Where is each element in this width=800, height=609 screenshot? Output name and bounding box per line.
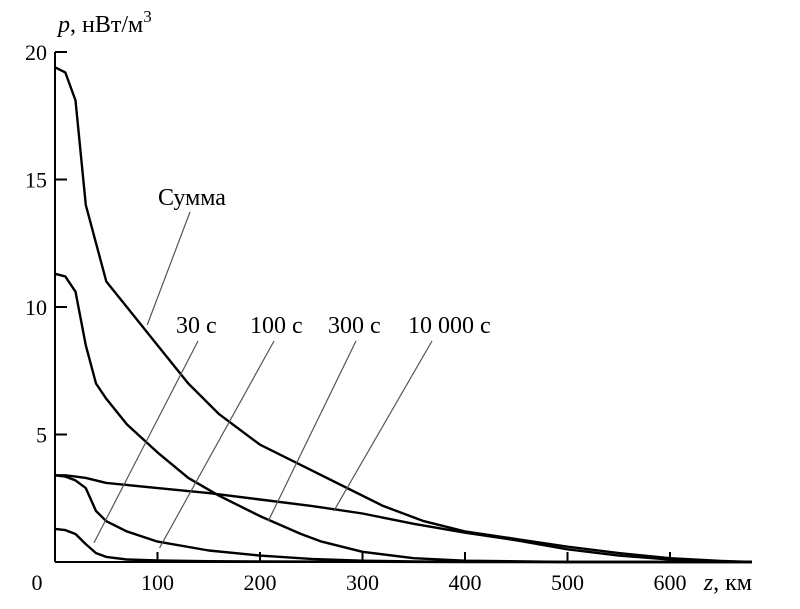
axes bbox=[54, 52, 752, 563]
y-tick-label: 20 bbox=[25, 40, 47, 65]
y-axis-unit: , нВт/м bbox=[70, 12, 143, 38]
y-axis-var: p bbox=[56, 12, 70, 38]
curve-label: Сумма bbox=[158, 185, 226, 211]
y-axis-unit-sup: 3 bbox=[143, 7, 152, 26]
x-tick-label: 100 bbox=[141, 570, 174, 595]
x-axis-unit: , км bbox=[713, 570, 752, 596]
label-leader-line bbox=[159, 340, 275, 549]
curve-label: 10 000 с bbox=[408, 313, 491, 339]
curve-labels: Сумма 30 с 100 с 300 с 10 000 с bbox=[93, 185, 491, 549]
x-tick-label: 400 bbox=[449, 570, 482, 595]
label-leader-line bbox=[333, 340, 433, 512]
series-line bbox=[54, 66, 753, 564]
curve-label: 300 с bbox=[328, 313, 381, 339]
y-axis-title: p, нВт/м3 bbox=[56, 7, 152, 38]
curve-label: 30 с bbox=[176, 313, 217, 339]
curve-label: 100 с bbox=[250, 313, 303, 339]
y-tick-label: 5 bbox=[36, 423, 47, 448]
x-axis-var: z bbox=[703, 570, 714, 596]
series-line bbox=[55, 474, 753, 564]
x-axis-title: z, км bbox=[703, 570, 752, 596]
y-tick-label: 15 bbox=[25, 168, 47, 193]
x-tick-label: 500 bbox=[551, 570, 584, 595]
series-line bbox=[54, 272, 752, 564]
label-leader-line bbox=[93, 340, 199, 544]
x-tick-label: 200 bbox=[244, 570, 277, 595]
label-leader-line bbox=[146, 211, 191, 326]
label-leader-line bbox=[267, 340, 357, 522]
x-tick-label: 0 bbox=[32, 570, 43, 595]
x-tick-label: 300 bbox=[346, 570, 379, 595]
y-tick-label: 10 bbox=[25, 295, 47, 320]
x-tick-label: 600 bbox=[654, 570, 687, 595]
axis-titles: p, нВт/м3 z, км bbox=[56, 7, 752, 596]
series bbox=[54, 66, 753, 564]
